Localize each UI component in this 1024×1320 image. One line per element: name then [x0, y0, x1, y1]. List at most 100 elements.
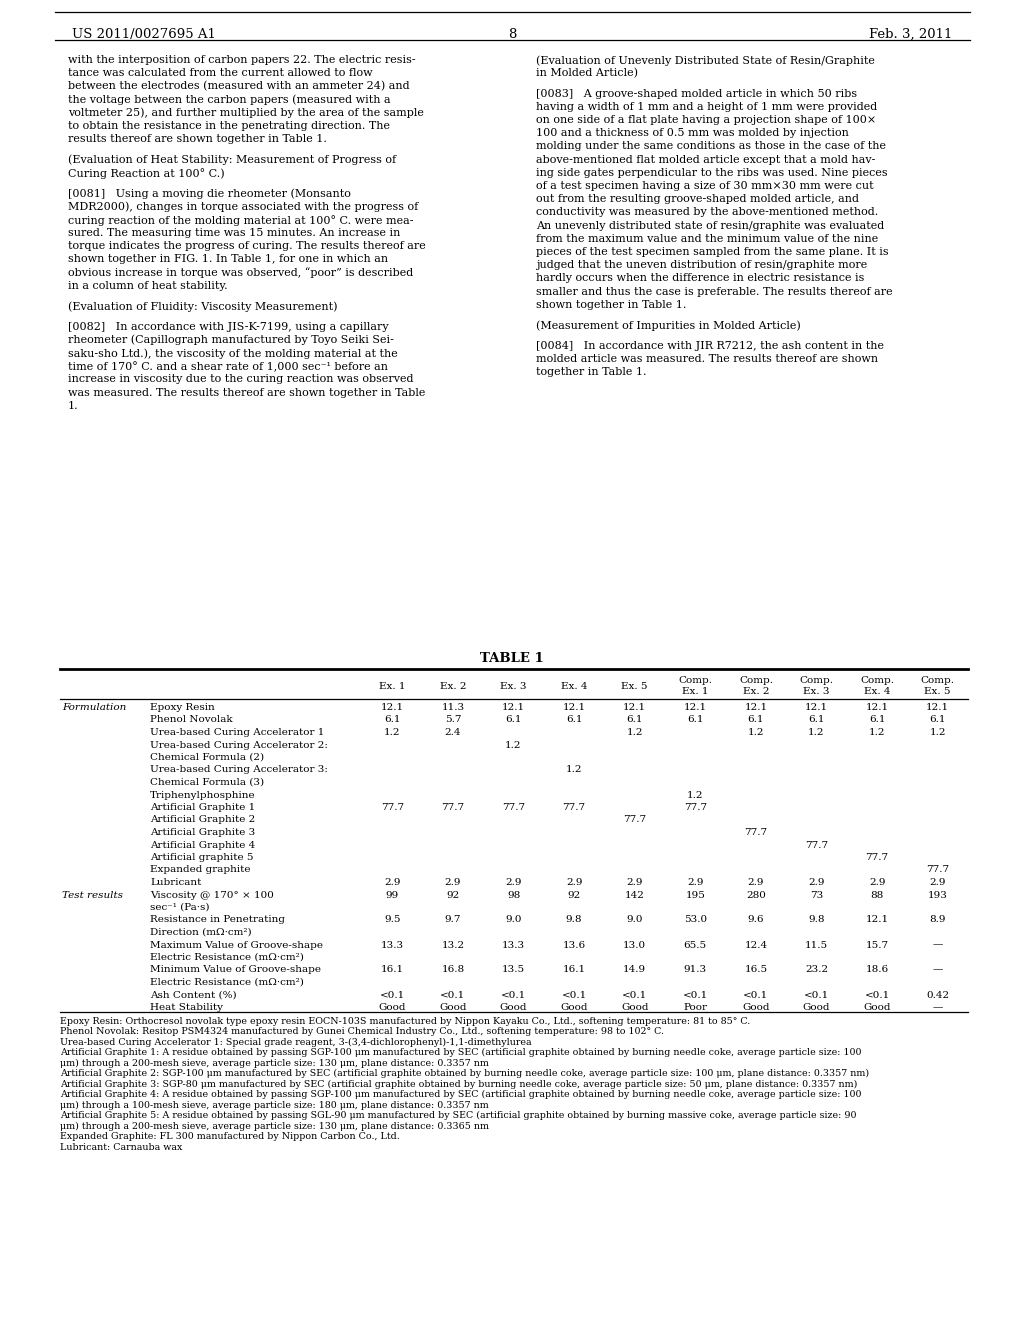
- Text: <0.1: <0.1: [440, 990, 466, 999]
- Text: 6.1: 6.1: [627, 715, 643, 725]
- Text: 92: 92: [567, 891, 581, 899]
- Text: pieces of the test specimen sampled from the same plane. It is: pieces of the test specimen sampled from…: [536, 247, 889, 257]
- Text: 11.3: 11.3: [441, 704, 465, 711]
- Text: Test results: Test results: [62, 891, 123, 899]
- Text: 1.2: 1.2: [384, 729, 400, 737]
- Text: 13.5: 13.5: [502, 965, 525, 974]
- Text: Ex. 2: Ex. 2: [439, 682, 466, 690]
- Text: obvious increase in torque was observed, “poor” is described: obvious increase in torque was observed,…: [68, 268, 414, 279]
- Text: 12.1: 12.1: [926, 704, 949, 711]
- Text: Phenol Novolak: Resitop PSM4324 manufactured by Gunei Chemical Industry Co., Ltd: Phenol Novolak: Resitop PSM4324 manufact…: [60, 1027, 664, 1036]
- Text: 6.1: 6.1: [930, 715, 946, 725]
- Text: 16.1: 16.1: [381, 965, 403, 974]
- Text: 8.9: 8.9: [930, 916, 946, 924]
- Text: Comp.: Comp.: [678, 676, 713, 685]
- Text: rheometer (Capillograph manufactured by Toyo Seiki Sei-: rheometer (Capillograph manufactured by …: [68, 335, 394, 346]
- Text: (Evaluation of Heat Stability: Measurement of Progress of: (Evaluation of Heat Stability: Measureme…: [68, 154, 396, 165]
- Text: <0.1: <0.1: [683, 990, 708, 999]
- Text: together in Table 1.: together in Table 1.: [536, 367, 646, 378]
- Text: out from the resulting groove-shaped molded article, and: out from the resulting groove-shaped mol…: [536, 194, 859, 205]
- Text: Urea-based Curing Accelerator 1: Urea-based Curing Accelerator 1: [150, 729, 325, 737]
- Text: 13.2: 13.2: [441, 940, 465, 949]
- Text: —: —: [933, 1003, 943, 1012]
- Text: 2.9: 2.9: [444, 878, 461, 887]
- Text: <0.1: <0.1: [804, 990, 829, 999]
- Text: Electric Resistance (mΩ·cm²): Electric Resistance (mΩ·cm²): [150, 953, 304, 962]
- Text: between the electrodes (measured with an ammeter 24) and: between the electrodes (measured with an…: [68, 82, 410, 91]
- Text: Good: Good: [500, 1003, 527, 1012]
- Text: 2.9: 2.9: [627, 878, 643, 887]
- Text: having a width of 1 mm and a height of 1 mm were provided: having a width of 1 mm and a height of 1…: [536, 102, 878, 112]
- Text: (Measurement of Impurities in Molded Article): (Measurement of Impurities in Molded Art…: [536, 321, 801, 331]
- Text: 6.1: 6.1: [566, 715, 583, 725]
- Text: Epoxy Resin: Orthocresol novolak type epoxy resin EOCN-103S manufactured by Nipp: Epoxy Resin: Orthocresol novolak type ep…: [60, 1016, 751, 1026]
- Text: Heat Stability: Heat Stability: [150, 1003, 223, 1012]
- Text: Viscosity @ 170° × 100: Viscosity @ 170° × 100: [150, 891, 273, 899]
- Text: Epoxy Resin: Epoxy Resin: [150, 704, 215, 711]
- Text: 13.0: 13.0: [624, 940, 646, 949]
- Text: smaller and thus the case is preferable. The results thereof are: smaller and thus the case is preferable.…: [536, 286, 893, 297]
- Text: An unevenly distributed state of resin/graphite was evaluated: An unevenly distributed state of resin/g…: [536, 220, 885, 231]
- Text: 2.9: 2.9: [930, 878, 946, 887]
- Text: above-mentioned flat molded article except that a mold hav-: above-mentioned flat molded article exce…: [536, 154, 876, 165]
- Text: Triphenylphosphine: Triphenylphosphine: [150, 791, 256, 800]
- Text: 12.4: 12.4: [744, 940, 767, 949]
- Text: shown together in FIG. 1. In Table 1, for one in which an: shown together in FIG. 1. In Table 1, fo…: [68, 255, 388, 264]
- Text: Comp.: Comp.: [739, 676, 773, 685]
- Text: Electric Resistance (mΩ·cm²): Electric Resistance (mΩ·cm²): [150, 978, 304, 987]
- Text: Ex. 2: Ex. 2: [742, 686, 769, 696]
- Text: 142: 142: [625, 891, 645, 899]
- Text: 2.9: 2.9: [384, 878, 400, 887]
- Text: μm) through a 100-mesh sieve, average particle size: 180 μm, plane distance: 0.3: μm) through a 100-mesh sieve, average pa…: [60, 1101, 488, 1110]
- Text: 6.1: 6.1: [505, 715, 522, 725]
- Text: 73: 73: [810, 891, 823, 899]
- Text: Ex. 4: Ex. 4: [864, 686, 890, 696]
- Text: voltmeter 25), and further multiplied by the area of the sample: voltmeter 25), and further multiplied by…: [68, 108, 424, 119]
- Text: TABLE 1: TABLE 1: [480, 652, 544, 665]
- Text: [0083]   A groove-shaped molded article in which 50 ribs: [0083] A groove-shaped molded article in…: [536, 88, 857, 99]
- Text: Ex. 3: Ex. 3: [803, 686, 829, 696]
- Text: (Evaluation of Unevenly Distributed State of Resin/Graphite: (Evaluation of Unevenly Distributed Stat…: [536, 55, 874, 66]
- Text: 100 and a thickness of 0.5 mm was molded by injection: 100 and a thickness of 0.5 mm was molded…: [536, 128, 849, 139]
- Text: 6.1: 6.1: [868, 715, 886, 725]
- Text: Ash Content (%): Ash Content (%): [150, 990, 237, 999]
- Text: ing side gates perpendicular to the ribs was used. Nine pieces: ing side gates perpendicular to the ribs…: [536, 168, 888, 178]
- Text: Good: Good: [621, 1003, 648, 1012]
- Text: 6.1: 6.1: [808, 715, 824, 725]
- Text: Ex. 1: Ex. 1: [379, 682, 406, 690]
- Text: Expanded Graphite: FL 300 manufactured by Nippon Carbon Co., Ltd.: Expanded Graphite: FL 300 manufactured b…: [60, 1133, 399, 1142]
- Text: 77.7: 77.7: [502, 803, 525, 812]
- Text: sec⁻¹ (Pa·s): sec⁻¹ (Pa·s): [150, 903, 210, 912]
- Text: 1.2: 1.2: [566, 766, 583, 775]
- Text: curing reaction of the molding material at 100° C. were mea-: curing reaction of the molding material …: [68, 215, 414, 226]
- Text: increase in viscosity due to the curing reaction was observed: increase in viscosity due to the curing …: [68, 375, 414, 384]
- Text: 2.9: 2.9: [748, 878, 764, 887]
- Text: Good: Good: [439, 1003, 467, 1012]
- Text: (Evaluation of Fluidity: Viscosity Measurement): (Evaluation of Fluidity: Viscosity Measu…: [68, 301, 338, 312]
- Text: Comp.: Comp.: [800, 676, 834, 685]
- Text: in a column of heat stability.: in a column of heat stability.: [68, 281, 227, 290]
- Text: <0.1: <0.1: [622, 990, 647, 999]
- Text: Good: Good: [803, 1003, 830, 1012]
- Text: to obtain the resistance in the penetrating direction. The: to obtain the resistance in the penetrat…: [68, 121, 390, 131]
- Text: sured. The measuring time was 15 minutes. An increase in: sured. The measuring time was 15 minutes…: [68, 228, 400, 238]
- Text: 98: 98: [507, 891, 520, 899]
- Text: 77.7: 77.7: [441, 803, 465, 812]
- Text: <0.1: <0.1: [561, 990, 587, 999]
- Text: Phenol Novolak: Phenol Novolak: [150, 715, 232, 725]
- Text: 91.3: 91.3: [684, 965, 707, 974]
- Text: 77.7: 77.7: [562, 803, 586, 812]
- Text: 2.9: 2.9: [687, 878, 703, 887]
- Text: the voltage between the carbon papers (measured with a: the voltage between the carbon papers (m…: [68, 95, 390, 106]
- Text: 12.1: 12.1: [744, 704, 767, 711]
- Text: Direction (mΩ·cm²): Direction (mΩ·cm²): [150, 928, 252, 937]
- Text: 53.0: 53.0: [684, 916, 707, 924]
- Text: time of 170° C. and a shear rate of 1,000 sec⁻¹ before an: time of 170° C. and a shear rate of 1,00…: [68, 362, 388, 372]
- Text: Good: Good: [863, 1003, 891, 1012]
- Text: Artificial Graphite 4: Artificial Graphite 4: [150, 841, 255, 850]
- Text: Artificial Graphite 3: SGP-80 μm manufactured by SEC (artificial graphite obtain: Artificial Graphite 3: SGP-80 μm manufac…: [60, 1080, 857, 1089]
- Text: Good: Good: [560, 1003, 588, 1012]
- Text: 13.6: 13.6: [562, 940, 586, 949]
- Text: 1.2: 1.2: [687, 791, 703, 800]
- Text: 280: 280: [745, 891, 766, 899]
